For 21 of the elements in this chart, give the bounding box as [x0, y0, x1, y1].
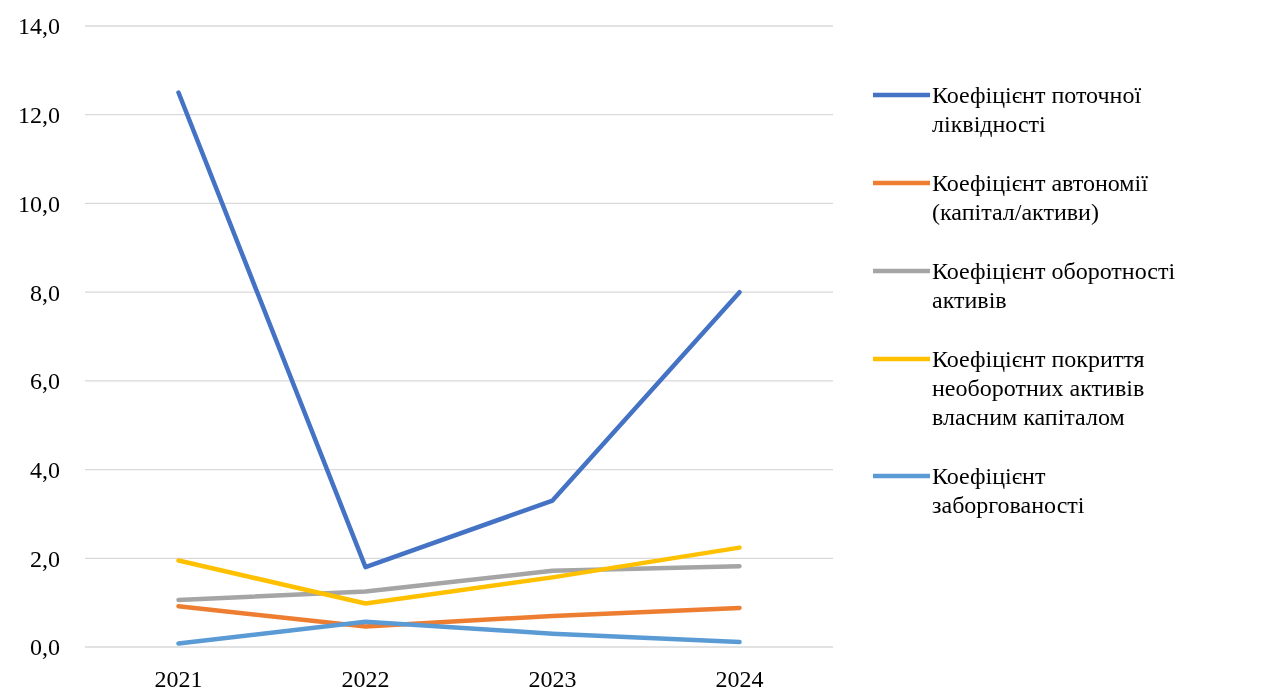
- y-tick-label: 14,0: [18, 13, 60, 40]
- legend-label: Коефіцієнт поточної ліквідності: [932, 82, 1142, 138]
- y-tick-label: 0,0: [30, 634, 60, 661]
- x-tick-label: 2021: [154, 666, 203, 692]
- y-tick-label: 10,0: [18, 190, 60, 217]
- line-series: [176, 545, 742, 606]
- y-tick-label: 4,0: [30, 456, 60, 483]
- x-tick-label: 2022: [341, 666, 390, 692]
- legend-label: Коефіцієнт заборгованості: [932, 463, 1085, 519]
- y-tick-label: 6,0: [30, 368, 60, 395]
- legend-label: Коефіцієнт покриття необоротних активів власним капіталом: [932, 346, 1145, 431]
- y-tick-label: 2,0: [30, 545, 60, 572]
- legend-label: Коефіцієнт оборотності активів: [932, 258, 1176, 314]
- y-tick-label: 8,0: [30, 279, 60, 306]
- y-tick-label: 12,0: [18, 102, 60, 129]
- line-series: [176, 90, 742, 570]
- line-series: [176, 564, 742, 603]
- x-tick-label: 2023: [528, 666, 577, 692]
- legend-label: Коефіцієнт автономії (капітал/активи): [932, 170, 1149, 226]
- line-series: [176, 619, 742, 646]
- x-tick-label: 2024: [715, 666, 764, 692]
